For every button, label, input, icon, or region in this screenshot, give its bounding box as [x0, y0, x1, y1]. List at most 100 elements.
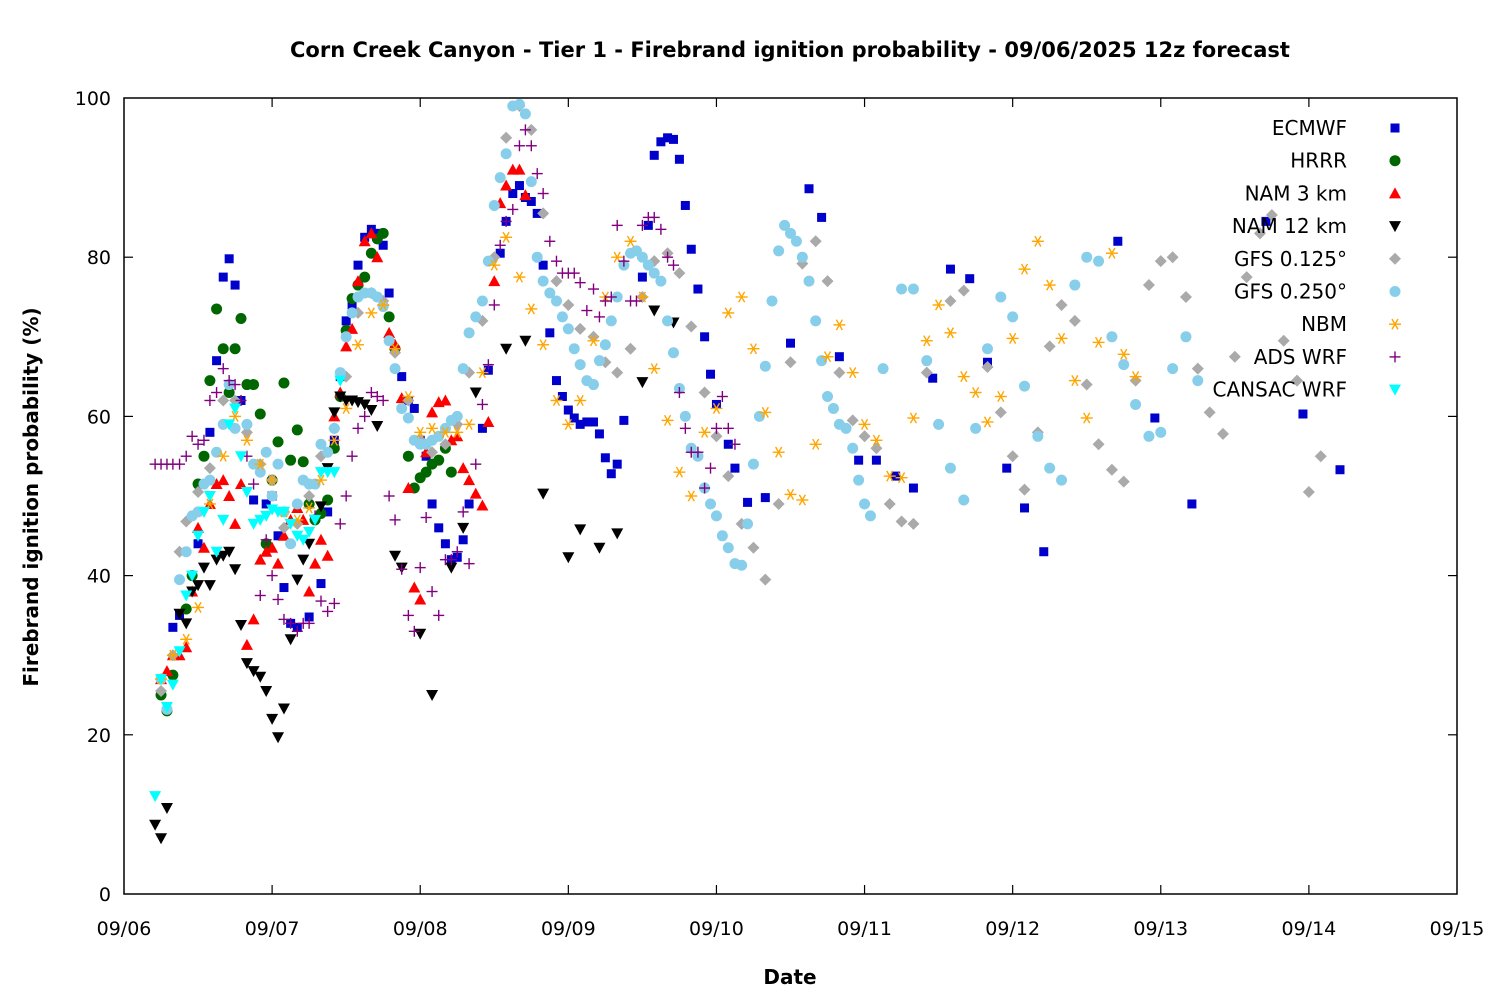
data-point: [457, 522, 470, 534]
data-point: [402, 450, 414, 462]
data-point: [1105, 463, 1118, 476]
data-point: [389, 363, 401, 375]
data-point: [197, 541, 210, 553]
data-point: [426, 422, 439, 434]
data-point: [408, 625, 420, 637]
data-point: [248, 478, 260, 490]
data-point: [1240, 271, 1253, 284]
data-point: [637, 272, 647, 282]
plot-area: [123, 97, 1458, 895]
data-point: [353, 260, 363, 270]
data-point: [589, 417, 599, 427]
data-point: [396, 402, 408, 414]
data-point: [599, 295, 611, 307]
data-point: [272, 436, 284, 448]
data-point: [500, 343, 513, 355]
data-point: [278, 613, 290, 625]
data-point: [218, 272, 228, 282]
data-point: [186, 570, 199, 582]
data-point: [500, 179, 513, 191]
data-point: [574, 359, 586, 371]
data-point: [710, 510, 722, 522]
data-point: [562, 298, 575, 311]
data-point: [464, 499, 474, 509]
data-point: [160, 665, 173, 677]
legend-label: GFS 0.125°: [1234, 247, 1347, 271]
data-point: [463, 327, 475, 339]
data-point: [451, 426, 464, 438]
data-point: [1143, 430, 1155, 442]
data-point: [537, 339, 550, 351]
data-point: [981, 416, 994, 428]
data-point: [624, 235, 637, 247]
data-point: [796, 251, 808, 263]
y-axis: 0 20 40 60 80 100: [75, 88, 1457, 906]
data-point: [790, 235, 802, 247]
data-point: [458, 535, 468, 545]
data-point: [371, 251, 384, 263]
data-point: [266, 541, 279, 553]
data-point: [1019, 380, 1031, 392]
data-point: [384, 288, 394, 298]
data-point: [574, 277, 586, 289]
data-point: [600, 453, 610, 463]
data-point: [334, 375, 347, 387]
data-point: [550, 255, 562, 267]
data-point: [223, 490, 236, 501]
data-point: [1018, 483, 1031, 496]
data-point: [303, 538, 316, 550]
data-point: [1056, 474, 1068, 486]
data-point: [396, 563, 408, 575]
data-point: [160, 701, 173, 713]
data-point: [500, 231, 513, 243]
data-point: [210, 478, 223, 490]
data-point: [328, 434, 341, 446]
data-point: [426, 406, 439, 418]
data-point: [784, 488, 797, 500]
data-point: [303, 617, 315, 629]
data-point: [1092, 438, 1105, 451]
data-point: [642, 259, 654, 271]
series-gfs-0-250: [155, 98, 1204, 715]
data-point: [1043, 279, 1056, 291]
data-point: [562, 418, 575, 430]
data-point: [383, 326, 396, 338]
data-point: [858, 430, 871, 443]
data-point: [685, 490, 698, 502]
data-point: [285, 617, 297, 629]
data-point: [452, 552, 462, 562]
data-point: [414, 562, 426, 574]
data-point: [611, 528, 624, 540]
data-point: [933, 418, 945, 430]
data-point: [673, 387, 685, 399]
legend: ECMWF HRRR NAM 3 km NAM 12 km GFS 0.125° GFS …: [1212, 116, 1401, 402]
data-point: [784, 356, 797, 369]
data-point: [463, 474, 476, 486]
data-point: [197, 562, 210, 574]
data-point: [759, 573, 772, 586]
data-point: [180, 590, 193, 602]
data-point: [427, 499, 437, 509]
data-point: [995, 291, 1007, 303]
data-point: [1228, 350, 1241, 363]
data-point: [507, 203, 519, 215]
data-point: [451, 410, 463, 422]
data-point: [1093, 255, 1105, 267]
x-tick-label: 09/09: [541, 918, 596, 940]
data-point: [414, 593, 427, 605]
data-point: [772, 446, 785, 458]
data-point: [377, 299, 390, 311]
data-point: [513, 140, 525, 152]
data-point: [1018, 263, 1031, 275]
data-point: [1192, 375, 1204, 387]
data-point: [340, 490, 352, 502]
data-point: [537, 188, 549, 200]
data-point: [921, 355, 933, 367]
data-point: [352, 339, 365, 351]
data-point: [575, 419, 585, 429]
data-point: [229, 422, 241, 434]
data-point: [266, 474, 279, 486]
data-point: [648, 305, 661, 317]
data-point: [433, 430, 445, 442]
data-point: [248, 379, 260, 391]
